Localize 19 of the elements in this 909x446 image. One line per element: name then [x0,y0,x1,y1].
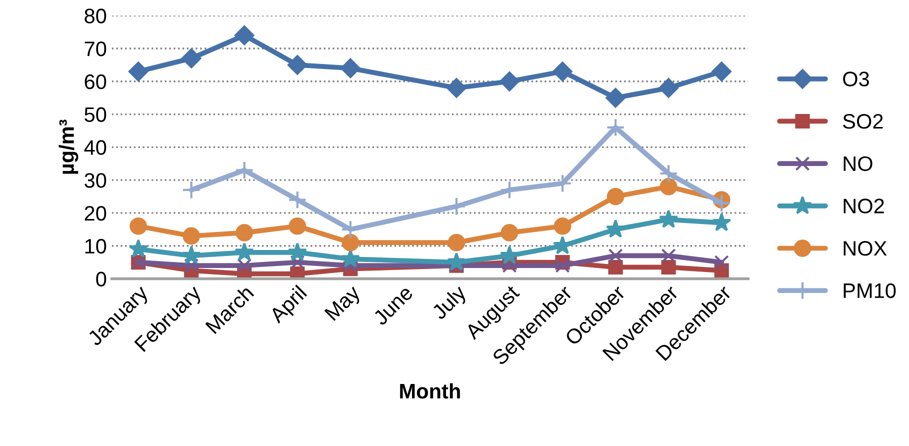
legend-label: NO2 [844,198,884,214]
legend-label: NOX [844,240,887,256]
y-tick-label: 10 [85,238,106,254]
x-axis-title: Month [400,383,460,399]
y-tick-label: 80 [84,8,106,24]
legend-label: PM10 [844,283,896,298]
y-tick-label: 20 [84,206,106,221]
legend-label: SO2 [843,114,883,129]
y-tick-label: 40 [84,140,106,155]
y-tick-label: 60 [84,74,106,90]
y-tick-label: 50 [84,107,106,122]
legend-label: O3 [843,72,869,86]
y-tick-label: 30 [84,173,106,188]
y-tick-label: 0 [96,272,106,287]
x-tick-label: May [324,284,364,324]
legend-label: NO [844,156,872,172]
y-tick-label: 70 [84,42,106,56]
x-tick-label: July [430,284,470,324]
y-axis-title: µg/m³ [58,120,78,174]
